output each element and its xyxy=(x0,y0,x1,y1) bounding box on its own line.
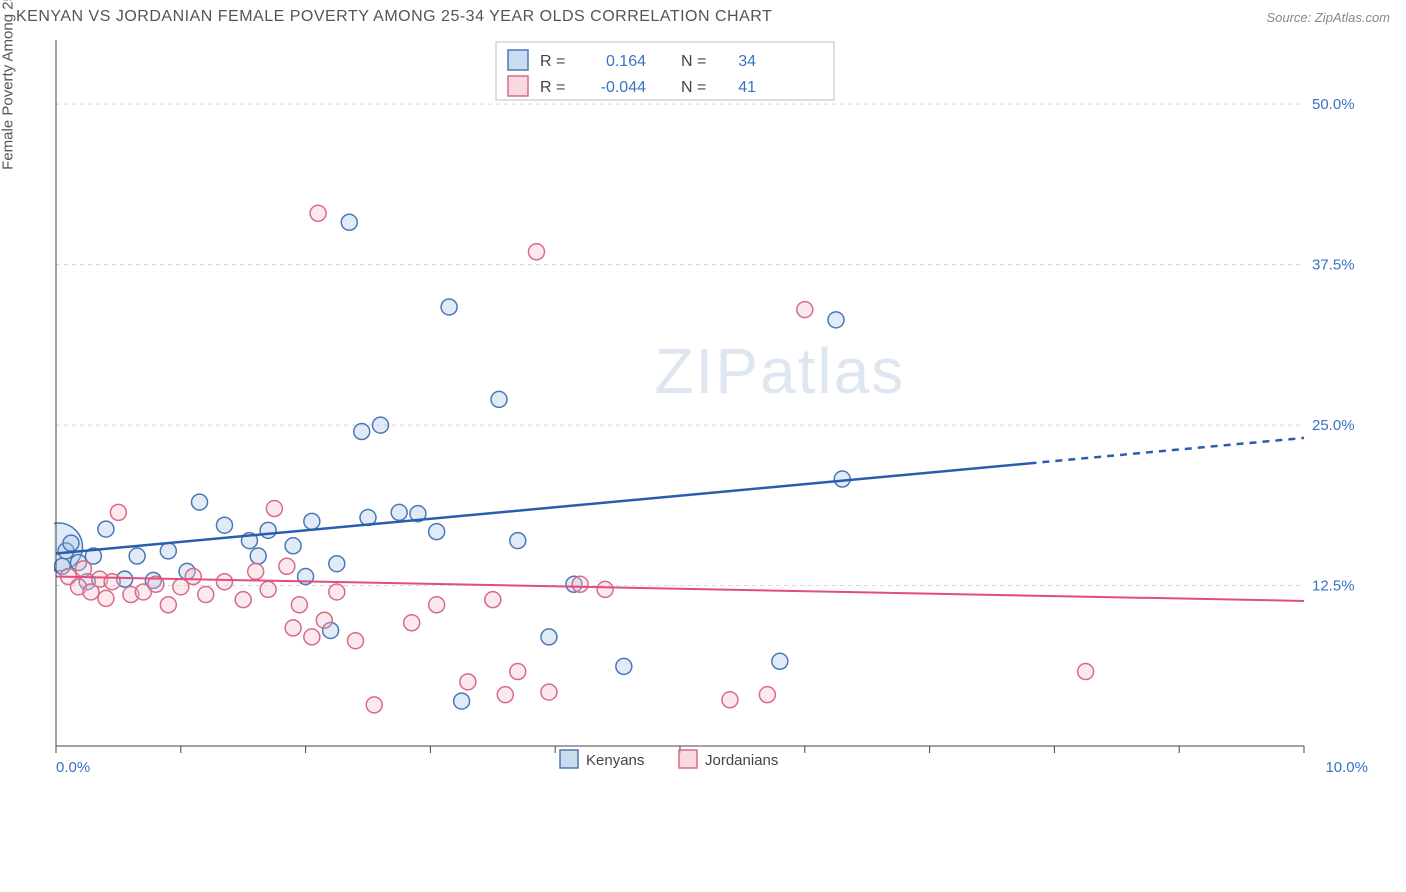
legend-swatch xyxy=(679,750,697,768)
data-point xyxy=(316,612,332,628)
data-point xyxy=(266,501,282,517)
data-point xyxy=(304,513,320,529)
data-point xyxy=(260,581,276,597)
data-point xyxy=(772,653,788,669)
legend-label: Jordanians xyxy=(705,752,778,769)
data-point xyxy=(348,633,364,649)
svg-text:0.0%: 0.0% xyxy=(56,759,90,776)
data-point xyxy=(341,214,357,230)
data-point xyxy=(497,687,513,703)
legend-r-label: R = xyxy=(540,53,565,70)
data-point xyxy=(160,543,176,559)
data-point xyxy=(198,587,214,603)
data-point xyxy=(541,684,557,700)
data-point xyxy=(260,522,276,538)
data-point xyxy=(129,548,145,564)
legend-r-value: -0.044 xyxy=(601,79,646,96)
data-point xyxy=(597,581,613,597)
data-point xyxy=(285,620,301,636)
data-point xyxy=(372,417,388,433)
data-point xyxy=(354,424,370,440)
data-point xyxy=(216,574,232,590)
scatter-plot: 12.5% 25.0% 37.5% 50.0% ZIPatlas 0.0% 10.0% Ken… xyxy=(54,36,1374,846)
data-point xyxy=(304,629,320,645)
data-point xyxy=(329,556,345,572)
data-point xyxy=(491,391,507,407)
data-point xyxy=(759,687,775,703)
data-point xyxy=(75,561,91,577)
data-point xyxy=(1078,664,1094,680)
data-point xyxy=(485,592,501,608)
data-point xyxy=(510,533,526,549)
data-point xyxy=(98,521,114,537)
svg-text:12.5%: 12.5% xyxy=(1312,578,1355,595)
data-point xyxy=(279,558,295,574)
data-point xyxy=(285,538,301,554)
data-point xyxy=(722,692,738,708)
data-point xyxy=(541,629,557,645)
data-point xyxy=(441,299,457,315)
data-point xyxy=(291,597,307,613)
data-point xyxy=(572,576,588,592)
svg-text:50.0%: 50.0% xyxy=(1312,96,1355,113)
data-point xyxy=(160,597,176,613)
data-point xyxy=(216,517,232,533)
data-point xyxy=(460,674,476,690)
data-point xyxy=(248,563,264,579)
data-point xyxy=(63,535,79,551)
data-point xyxy=(429,524,445,540)
data-point xyxy=(828,312,844,328)
data-point xyxy=(616,658,632,674)
data-point xyxy=(250,548,266,564)
y-axis-label: Female Poverty Among 25-34 Year Olds xyxy=(0,0,17,170)
data-point xyxy=(404,615,420,631)
legend-r-label: R = xyxy=(540,79,565,96)
svg-text:ZIPatlas: ZIPatlas xyxy=(654,335,905,407)
source-attribution: Source: ZipAtlas.com xyxy=(1266,10,1390,25)
data-point xyxy=(510,664,526,680)
plot-svg: 12.5% 25.0% 37.5% 50.0% ZIPatlas 0.0% 10.0% Ken… xyxy=(54,36,1374,846)
data-point xyxy=(528,244,544,260)
legend-n-value: 41 xyxy=(738,79,756,96)
data-point xyxy=(98,590,114,606)
legend-n-label: N = xyxy=(681,79,706,96)
data-point xyxy=(429,597,445,613)
data-point xyxy=(192,494,208,510)
legend-r-value: 0.164 xyxy=(606,53,646,70)
chart-title: KENYAN VS JORDANIAN FEMALE POVERTY AMONG… xyxy=(16,8,772,26)
data-point xyxy=(366,697,382,713)
svg-text:25.0%: 25.0% xyxy=(1312,417,1355,434)
data-point xyxy=(235,592,251,608)
legend-n-value: 34 xyxy=(738,53,756,70)
data-point xyxy=(310,205,326,221)
data-point xyxy=(391,504,407,520)
legend-swatch xyxy=(560,750,578,768)
data-point xyxy=(329,584,345,600)
svg-text:10.0%: 10.0% xyxy=(1325,759,1368,776)
data-point xyxy=(185,569,201,585)
legend-swatch xyxy=(508,50,528,70)
data-point xyxy=(797,302,813,318)
trend-line-extrapolated xyxy=(1029,438,1304,463)
legend-n-label: N = xyxy=(681,53,706,70)
title-bar: KENYAN VS JORDANIAN FEMALE POVERTY AMONG… xyxy=(0,0,1406,30)
legend-swatch xyxy=(508,76,528,96)
svg-text:37.5%: 37.5% xyxy=(1312,257,1355,274)
data-point xyxy=(110,504,126,520)
legend-label: Kenyans xyxy=(586,752,644,769)
data-point xyxy=(104,574,120,590)
data-point xyxy=(454,693,470,709)
